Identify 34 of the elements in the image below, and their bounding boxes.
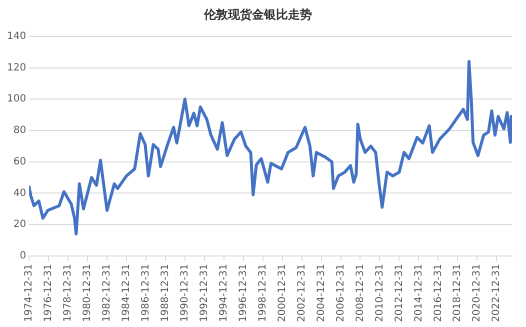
x-tick-label: 1992-12-31	[199, 264, 210, 322]
x-tick-label: 1984-12-31	[121, 264, 132, 322]
x-tick-label: 1988-12-31	[160, 264, 172, 322]
x-tick-label: 1976-12-31	[43, 264, 54, 322]
x-tick-label: 1990-12-31	[180, 264, 191, 322]
x-tick-label: 2018-12-31	[452, 264, 464, 322]
y-tick-label: 100	[6, 94, 26, 105]
x-tick-label: 1980-12-31	[82, 264, 94, 322]
x-tick-label: 2012-12-31	[394, 264, 405, 322]
y-tick-label: 140	[6, 30, 26, 42]
y-tick-label: 40	[13, 188, 26, 199]
x-tick-label: 1994-12-31	[218, 264, 230, 322]
x-tick-label: 2016-12-31	[432, 264, 444, 322]
y-tick-label: 0	[20, 250, 26, 262]
x-tick-label: 2000-12-31	[276, 264, 288, 322]
x-tick-label: 1978-12-31	[62, 264, 74, 322]
y-tick-label: 60	[13, 156, 26, 168]
x-tick-label: 1998-12-31	[257, 264, 268, 322]
x-tick-label: 2006-12-31	[335, 264, 346, 322]
x-tick-label: 2008-12-31	[354, 264, 366, 322]
x-tick-label: 1982-12-31	[102, 264, 113, 322]
x-tick-label: 2010-12-31	[374, 264, 386, 322]
y-tick-label: 120	[6, 62, 26, 74]
y-tick-label: 20	[13, 219, 26, 230]
y-tick-label: 80	[13, 125, 26, 136]
x-tick-label: 1986-12-31	[140, 264, 152, 322]
x-tick-label: 2002-12-31	[296, 264, 308, 322]
x-tick-label: 2004-12-31	[316, 264, 327, 322]
x-tick-label: 1974-12-31	[24, 264, 35, 322]
x-tick-label: 2014-12-31	[413, 264, 424, 322]
x-tick-label: 1996-12-31	[238, 264, 249, 322]
x-tick-label: 2020-12-31	[472, 264, 483, 322]
chart-title: 伦敦现货金银比走势	[203, 7, 312, 22]
x-tick-label: 2022-12-31	[491, 264, 502, 322]
